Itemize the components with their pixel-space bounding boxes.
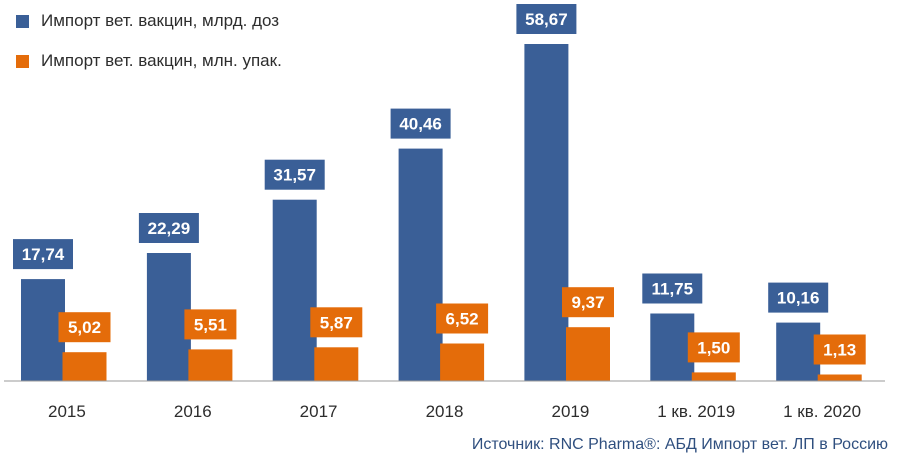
bar-packs-3 bbox=[440, 343, 485, 381]
x-tick-label-2: 2017 bbox=[300, 402, 338, 421]
data-label-doses-0: 17,74 bbox=[22, 245, 65, 264]
label-box-packs-4 bbox=[562, 287, 614, 318]
label-box-packs-3 bbox=[436, 303, 489, 334]
label-box-doses-6 bbox=[768, 282, 829, 313]
x-tick-label-5: 1 кв. 2019 bbox=[657, 402, 735, 421]
x-tick-label-4: 2019 bbox=[551, 402, 589, 421]
data-label-doses-4: 58,67 bbox=[525, 10, 568, 29]
source-note: Источник: RNC Pharma®: АБД Импорт вет. Л… bbox=[471, 436, 888, 453]
x-tick-label-6: 1 кв. 2020 bbox=[783, 402, 861, 421]
bar-packs-4 bbox=[566, 327, 610, 381]
label-box-packs-1 bbox=[184, 309, 237, 340]
bar-doses-3 bbox=[398, 148, 443, 381]
data-label-packs-5: 1,50 bbox=[697, 338, 730, 357]
bar-doses-4 bbox=[524, 44, 569, 381]
data-label-packs-2: 5,87 bbox=[320, 313, 353, 332]
bar-doses-5 bbox=[650, 313, 695, 381]
label-box-doses-0 bbox=[13, 239, 73, 270]
data-labels-layer: 17,74 5,02 22,29 5,51 31,57 5,87 40,46 6,52 58,6… bbox=[13, 4, 866, 365]
label-box-doses-4 bbox=[516, 4, 577, 34]
bar-packs-6 bbox=[817, 374, 862, 381]
label-box-doses-5 bbox=[642, 273, 703, 304]
label-box-doses-1 bbox=[138, 213, 199, 243]
x-tick-label-3: 2018 bbox=[426, 402, 464, 421]
data-label-doses-2: 31,57 bbox=[273, 166, 316, 185]
data-label-doses-5: 11,75 bbox=[651, 280, 693, 299]
data-label-doses-1: 22,29 bbox=[148, 219, 191, 238]
legend: Импорт вет. вакцин, млрд. доз Импорт вет… bbox=[16, 10, 282, 90]
bar-doses-6 bbox=[776, 322, 821, 381]
legend-item-doses: Импорт вет. вакцин, млрд. доз bbox=[16, 10, 282, 32]
legend-swatch-doses bbox=[16, 14, 29, 28]
legend-label-packs: Импорт вет. вакцин, млн. упак. bbox=[41, 51, 282, 70]
x-tick-label-1: 2016 bbox=[174, 402, 212, 421]
label-box-packs-6 bbox=[813, 334, 866, 365]
label-box-doses-2 bbox=[264, 159, 325, 190]
bars-layer bbox=[21, 44, 862, 381]
bar-packs-1 bbox=[188, 349, 233, 381]
data-label-packs-0: 5,02 bbox=[68, 318, 101, 337]
data-label-doses-6: 10,16 bbox=[777, 289, 820, 308]
bar-doses-2 bbox=[272, 199, 317, 381]
data-label-doses-3: 40,46 bbox=[399, 115, 442, 134]
x-tick-label-0: 2015 bbox=[48, 402, 86, 421]
label-box-packs-2 bbox=[310, 307, 363, 338]
legend-item-packs: Импорт вет. вакцин, млн. упак. bbox=[16, 50, 282, 72]
bar-doses-0 bbox=[21, 279, 65, 381]
bar-packs-2 bbox=[314, 347, 359, 381]
x-tick-labels-layer: 2015 2016 2017 2018 2019 1 кв. 2019 1 кв. 2020 bbox=[48, 402, 861, 421]
data-label-packs-1: 5,51 bbox=[194, 315, 227, 334]
legend-swatch-packs bbox=[16, 54, 29, 68]
legend-label-doses: Импорт вет. вакцин, млрд. доз bbox=[41, 11, 280, 30]
bar-packs-0 bbox=[62, 352, 107, 381]
bar-packs-5 bbox=[691, 372, 736, 381]
data-label-packs-4: 9,37 bbox=[571, 293, 604, 312]
data-label-packs-6: 1,13 bbox=[823, 341, 856, 360]
label-box-packs-5 bbox=[687, 332, 740, 363]
data-label-packs-3: 6,52 bbox=[446, 310, 479, 329]
bar-doses-1 bbox=[146, 253, 191, 381]
label-box-doses-3 bbox=[390, 108, 451, 139]
label-box-packs-0 bbox=[58, 312, 111, 343]
